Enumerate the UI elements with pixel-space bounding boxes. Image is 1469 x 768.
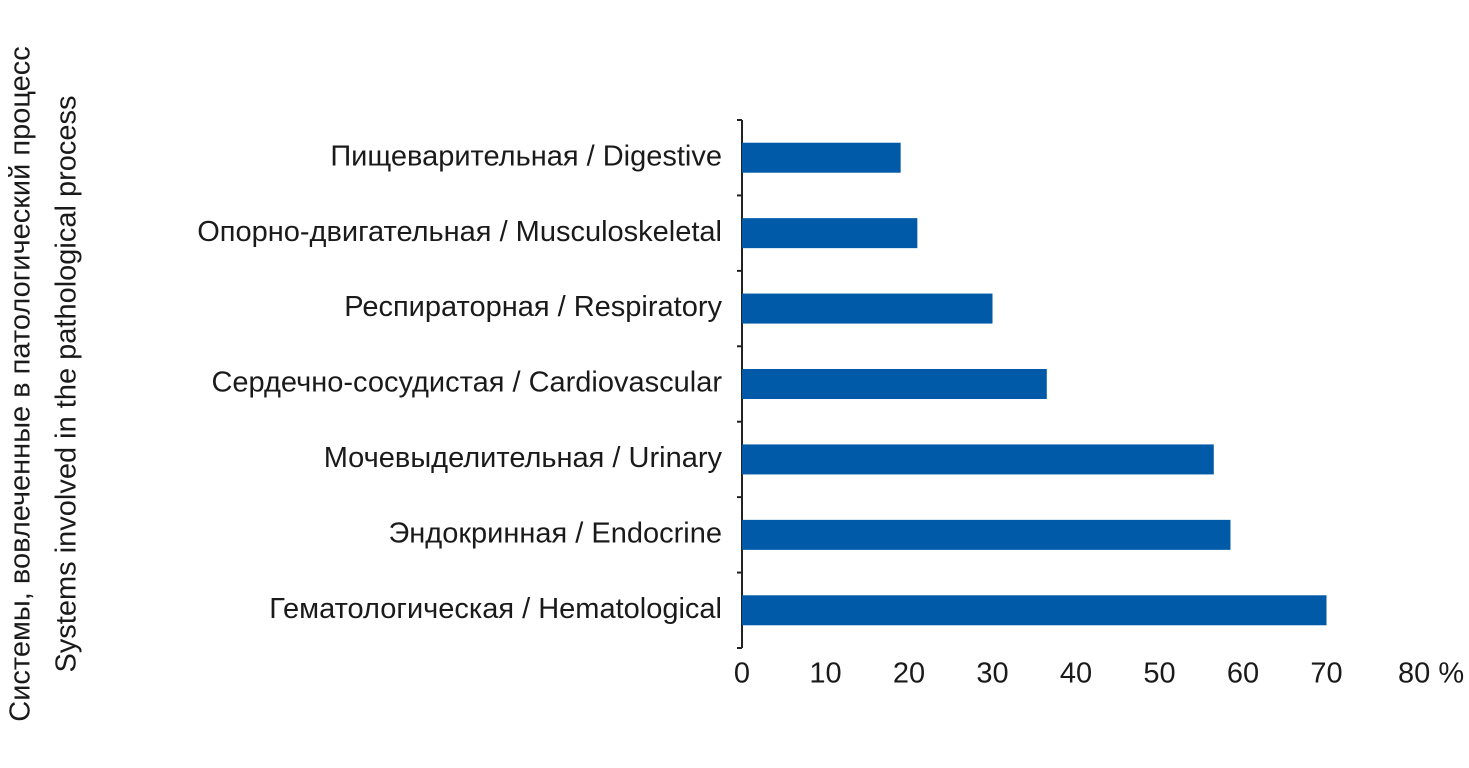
bar xyxy=(742,142,901,173)
y-tick-label: Гематологическая / Hematological xyxy=(269,593,722,625)
bar xyxy=(742,444,1214,475)
bar xyxy=(742,369,1047,399)
x-tick-label: 70 xyxy=(1310,658,1342,690)
y-tick-label: Сердечно-сосудистая / Cardiovascular xyxy=(211,367,722,399)
y-axis-title-en: Systems involved in the pathological pro… xyxy=(51,95,83,672)
x-tick-label: 10 xyxy=(809,658,841,690)
bar xyxy=(742,293,993,324)
x-tick-label: 60 xyxy=(1227,658,1259,690)
x-tick-label: 50 xyxy=(1143,658,1175,690)
y-axis-title: Системы, вовлеченные в патологический пр… xyxy=(5,46,37,721)
y-tick-label: Мочевыделительная / Urinary xyxy=(324,442,723,474)
y-tick-label: Эндокринная / Endocrine xyxy=(388,518,722,550)
bar xyxy=(742,595,1327,626)
y-tick-label: Опорно-двигательная / Musculoskeletal xyxy=(197,216,722,248)
y-tick-label: Респираторная / Respiratory xyxy=(344,291,722,323)
bar xyxy=(742,218,918,249)
y-tick-label: Пищеварительная / Digestive xyxy=(330,140,722,172)
x-tick-label: 80 % xyxy=(1398,658,1464,690)
y-axis-title: Systems involved in the pathological pro… xyxy=(51,95,83,672)
bar xyxy=(742,519,1231,550)
x-tick-label: 20 xyxy=(893,658,925,690)
x-tick-label: 0 xyxy=(734,658,750,690)
x-tick-label: 30 xyxy=(976,658,1008,690)
y-axis-title-ru: Системы, вовлеченные в патологический пр… xyxy=(5,46,37,721)
x-tick-label: 40 xyxy=(1060,658,1092,690)
